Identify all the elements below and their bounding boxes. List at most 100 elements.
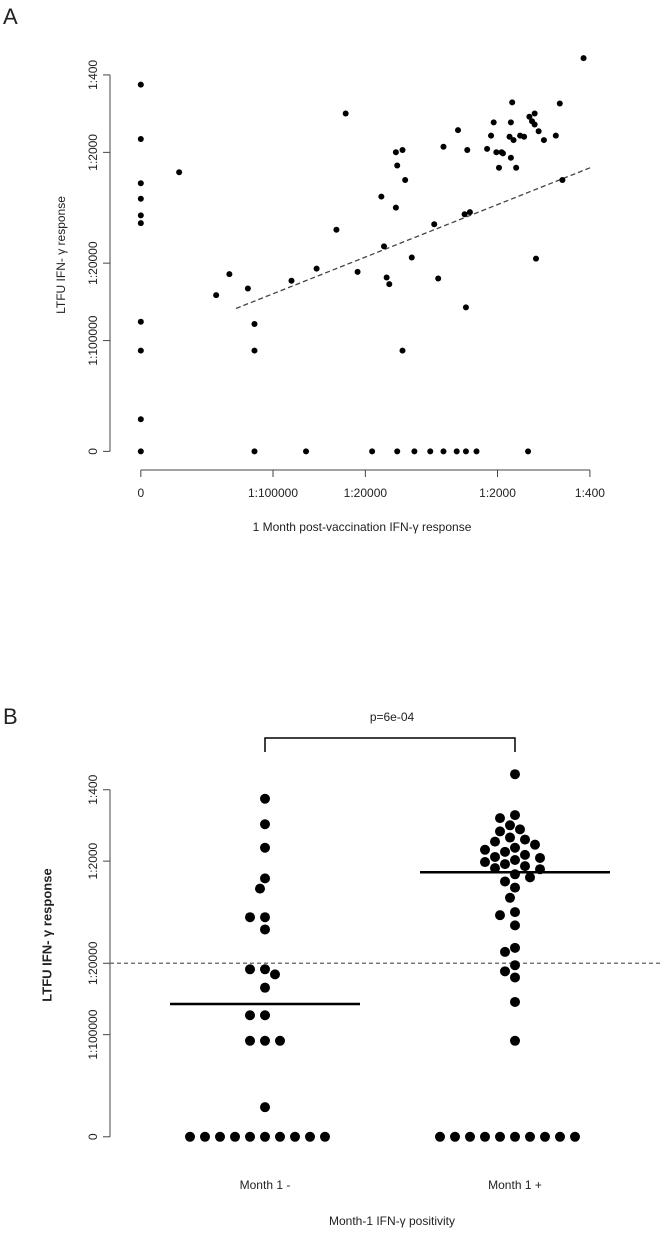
data-point: [303, 448, 310, 455]
data-point: [510, 1131, 520, 1142]
data-point: [490, 863, 500, 874]
data-point: [354, 268, 361, 275]
data-point: [507, 119, 514, 126]
data-point: [455, 127, 462, 134]
data-point: [559, 176, 566, 183]
data-point: [555, 1131, 565, 1142]
data-point: [383, 274, 390, 281]
data-point: [462, 448, 469, 455]
data-point: [392, 149, 399, 156]
data-point: [137, 212, 144, 219]
data-point: [493, 149, 500, 156]
data-point: [464, 147, 471, 154]
data-point: [137, 195, 144, 202]
data-point: [510, 1035, 520, 1046]
data-point: [556, 100, 563, 107]
data-point: [490, 119, 497, 126]
data-point: [411, 448, 418, 455]
data-point: [490, 851, 500, 862]
data-point: [260, 793, 270, 804]
data-point: [408, 254, 415, 261]
data-point: [532, 255, 539, 262]
data-point: [226, 271, 233, 278]
data-point: [137, 448, 144, 455]
data-point: [510, 810, 520, 821]
data-point: [510, 769, 520, 780]
data-point: [185, 1131, 195, 1142]
data-point: [275, 1131, 285, 1142]
data-point: [245, 912, 255, 923]
data-point: [440, 143, 447, 150]
data-point: [251, 320, 258, 327]
data-point: [466, 209, 473, 216]
data-point: [509, 99, 516, 106]
data-point: [260, 1010, 270, 1021]
data-point: [427, 448, 434, 455]
data-point: [495, 910, 505, 921]
x-axis-title: Month-1 IFN-γ positivity: [329, 1214, 455, 1228]
x-tick-label: 1:100000: [248, 486, 298, 500]
y-tick-label: 0: [86, 448, 100, 455]
y-axis-title: LTFU IFN- γ response: [39, 868, 54, 1001]
data-point: [342, 110, 349, 117]
x-tick-label: 0: [137, 486, 144, 500]
data-point: [137, 180, 144, 187]
data-point: [333, 226, 340, 233]
y-tick-label: 1:20000: [86, 941, 100, 985]
data-point: [435, 275, 442, 282]
data-point: [510, 869, 520, 880]
data-point: [500, 846, 510, 857]
data-point: [320, 1131, 330, 1142]
data-point: [510, 996, 520, 1007]
data-point: [378, 193, 385, 200]
data-point: [386, 281, 393, 288]
data-point: [244, 285, 251, 292]
data-point: [381, 243, 388, 250]
y-tick-label: 1:100000: [86, 1009, 100, 1059]
data-point: [431, 221, 438, 228]
data-point: [137, 318, 144, 325]
x-axis-title: 1 Month post-vaccination IFN-γ response: [253, 520, 472, 534]
y-tick-label: 1:2000: [86, 842, 100, 879]
data-point: [510, 907, 520, 918]
data-point: [402, 176, 409, 183]
data-point: [270, 969, 280, 980]
data-point: [510, 972, 520, 983]
x-tick-label: Month 1 +: [488, 1178, 542, 1192]
data-point: [507, 154, 514, 161]
data-point: [531, 110, 538, 117]
data-point: [510, 842, 520, 853]
data-point: [480, 844, 490, 855]
data-point: [260, 924, 270, 935]
data-point: [535, 852, 545, 863]
data-point: [480, 857, 490, 868]
data-point: [394, 448, 401, 455]
panel-label: A: [3, 4, 18, 29]
data-point: [137, 81, 144, 88]
data-point: [305, 1131, 315, 1142]
data-point: [288, 277, 295, 284]
data-point: [245, 1010, 255, 1021]
data-point: [495, 813, 505, 824]
data-point: [453, 448, 460, 455]
data-point: [260, 1131, 270, 1142]
data-point: [245, 964, 255, 975]
significance-bracket: [264, 737, 516, 752]
data-point: [520, 849, 530, 860]
data-point: [540, 137, 547, 144]
data-point: [290, 1131, 300, 1142]
data-point: [435, 1131, 445, 1142]
data-point: [230, 1131, 240, 1142]
y-tick-label: 1:2000: [86, 134, 100, 171]
data-point: [137, 416, 144, 423]
data-point: [137, 347, 144, 354]
y-tick-label: 0: [86, 1133, 100, 1140]
data-point: [520, 834, 530, 845]
data-point: [260, 1102, 270, 1113]
data-point: [510, 137, 517, 144]
data-point: [245, 1035, 255, 1046]
data-point: [500, 859, 510, 870]
data-point: [465, 1131, 475, 1142]
data-point: [251, 347, 258, 354]
